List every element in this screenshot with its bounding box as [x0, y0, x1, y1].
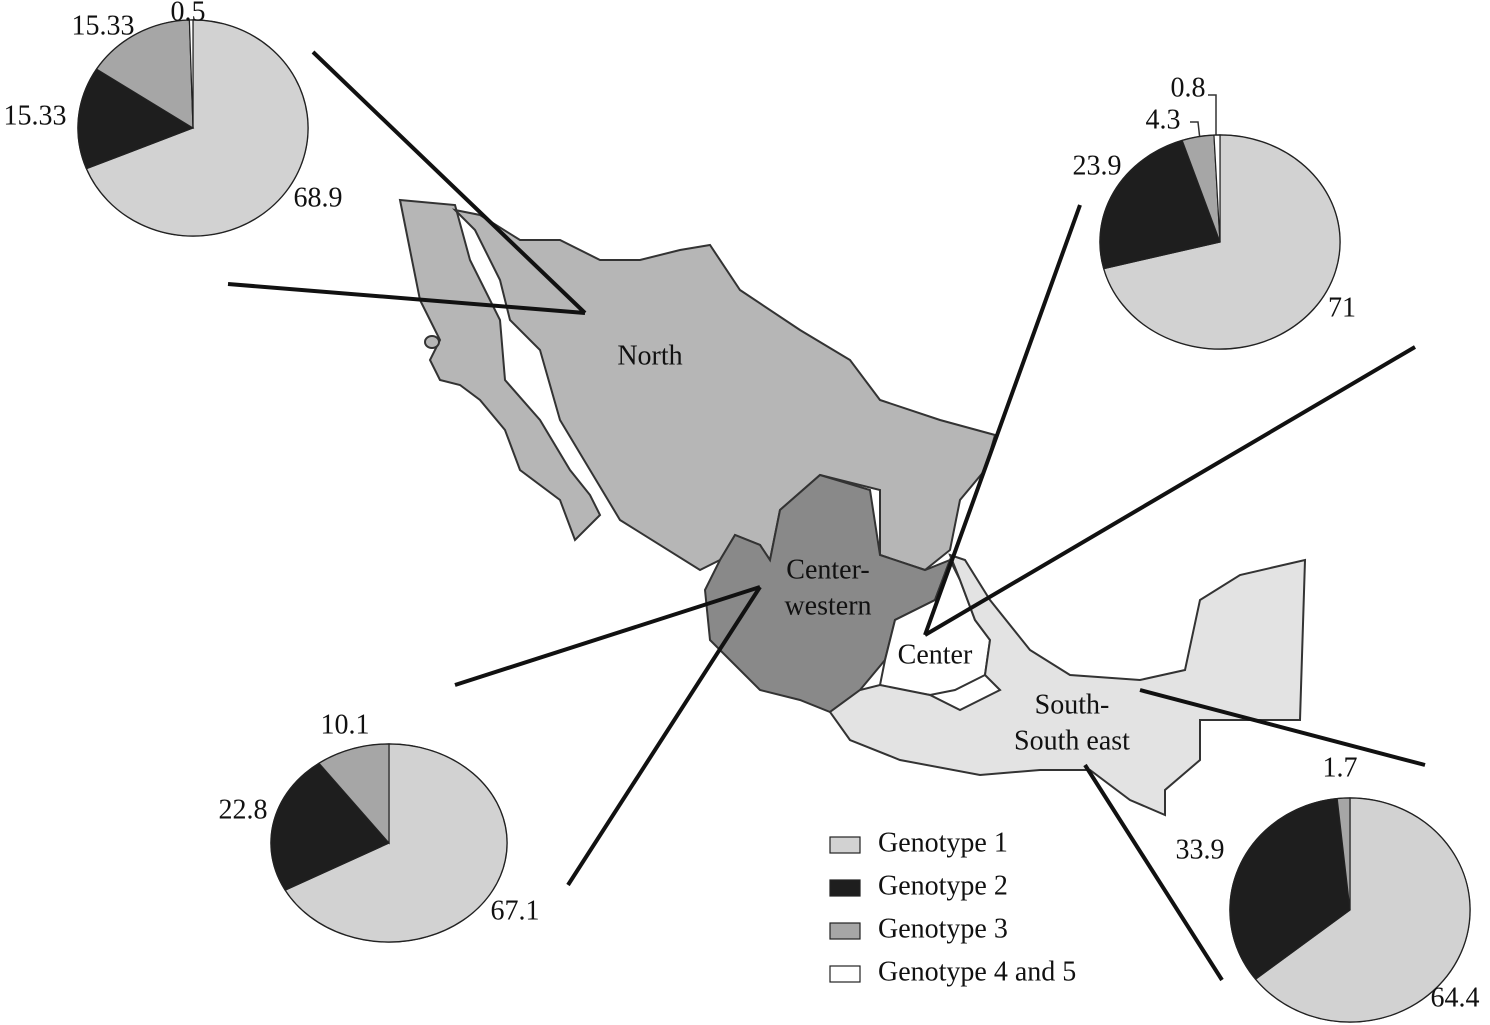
- pie-slice: [85, 19, 309, 237]
- slice-label: 15.33: [72, 10, 135, 41]
- pie-slice: [270, 762, 390, 891]
- region-label: South-: [1035, 689, 1110, 720]
- connector: [923, 204, 1082, 636]
- pie-slice: [95, 19, 194, 130]
- slice-label: 33.9: [1176, 834, 1225, 865]
- pie-slice: [1099, 139, 1221, 270]
- region-label: South east: [1014, 725, 1130, 756]
- legend-swatch: [829, 836, 861, 854]
- slice-label: 71: [1328, 292, 1356, 323]
- leader-line: [1190, 121, 1201, 141]
- pie-slice: [1229, 797, 1351, 981]
- region-label: western: [784, 590, 871, 621]
- legend-label: Genotype 3: [878, 913, 1008, 944]
- pie-slice: [188, 19, 194, 129]
- island: [424, 335, 440, 349]
- slice-label: 0.5: [171, 0, 206, 27]
- legend-label: Genotype 2: [878, 870, 1008, 901]
- connector: [1139, 688, 1426, 767]
- leaders: [1190, 94, 1217, 141]
- region-label: Center: [898, 639, 973, 670]
- slice-label: 22.8: [219, 794, 268, 825]
- south-southeast-region: [828, 553, 1307, 817]
- slice-label: 64.4: [1431, 982, 1480, 1013]
- legend-swatch: [829, 922, 861, 940]
- slice-label: 0.8: [1171, 72, 1206, 103]
- slice-label: 67.1: [491, 895, 540, 926]
- slice-label: 68.9: [294, 182, 343, 213]
- region-label: Center-: [786, 554, 869, 585]
- map: [398, 198, 1307, 817]
- legend-swatch: [829, 965, 861, 983]
- pie-slice: [1336, 797, 1351, 911]
- legend-label: Genotype 4 and 5: [878, 956, 1076, 987]
- connector: [566, 585, 762, 887]
- slice-label: 1.7: [1323, 752, 1358, 783]
- slice-label: 4.3: [1146, 104, 1181, 135]
- region-label: North: [617, 340, 682, 371]
- connector: [311, 50, 587, 315]
- legend-swatch: [829, 879, 861, 897]
- connector: [454, 585, 761, 687]
- slice-label: 10.1: [321, 709, 370, 740]
- slice-label: 23.9: [1073, 150, 1122, 181]
- pie-slice: [318, 743, 390, 845]
- pie-slice: [1213, 134, 1221, 243]
- legend-label: Genotype 1: [878, 827, 1008, 858]
- pie-slice: [284, 743, 508, 943]
- connector: [227, 282, 586, 315]
- connectors: [227, 50, 1426, 982]
- pie-slice: [1254, 797, 1471, 1023]
- pie-slice: [1103, 134, 1341, 350]
- connector: [1083, 763, 1224, 982]
- leader-line: [1208, 94, 1217, 136]
- connector: [923, 345, 1417, 637]
- slice-label: 15.33: [4, 100, 67, 131]
- pie-slice: [77, 68, 195, 170]
